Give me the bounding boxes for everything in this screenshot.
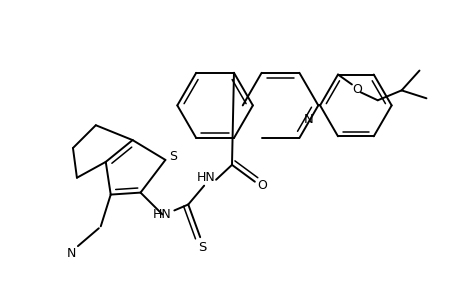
Text: S: S (197, 241, 206, 254)
Text: HN: HN (196, 171, 215, 184)
Text: HN: HN (153, 208, 171, 221)
Text: N: N (303, 113, 313, 126)
Text: S: S (169, 150, 177, 164)
Text: N: N (66, 247, 75, 260)
Text: O: O (256, 179, 266, 192)
Text: O: O (351, 83, 361, 96)
